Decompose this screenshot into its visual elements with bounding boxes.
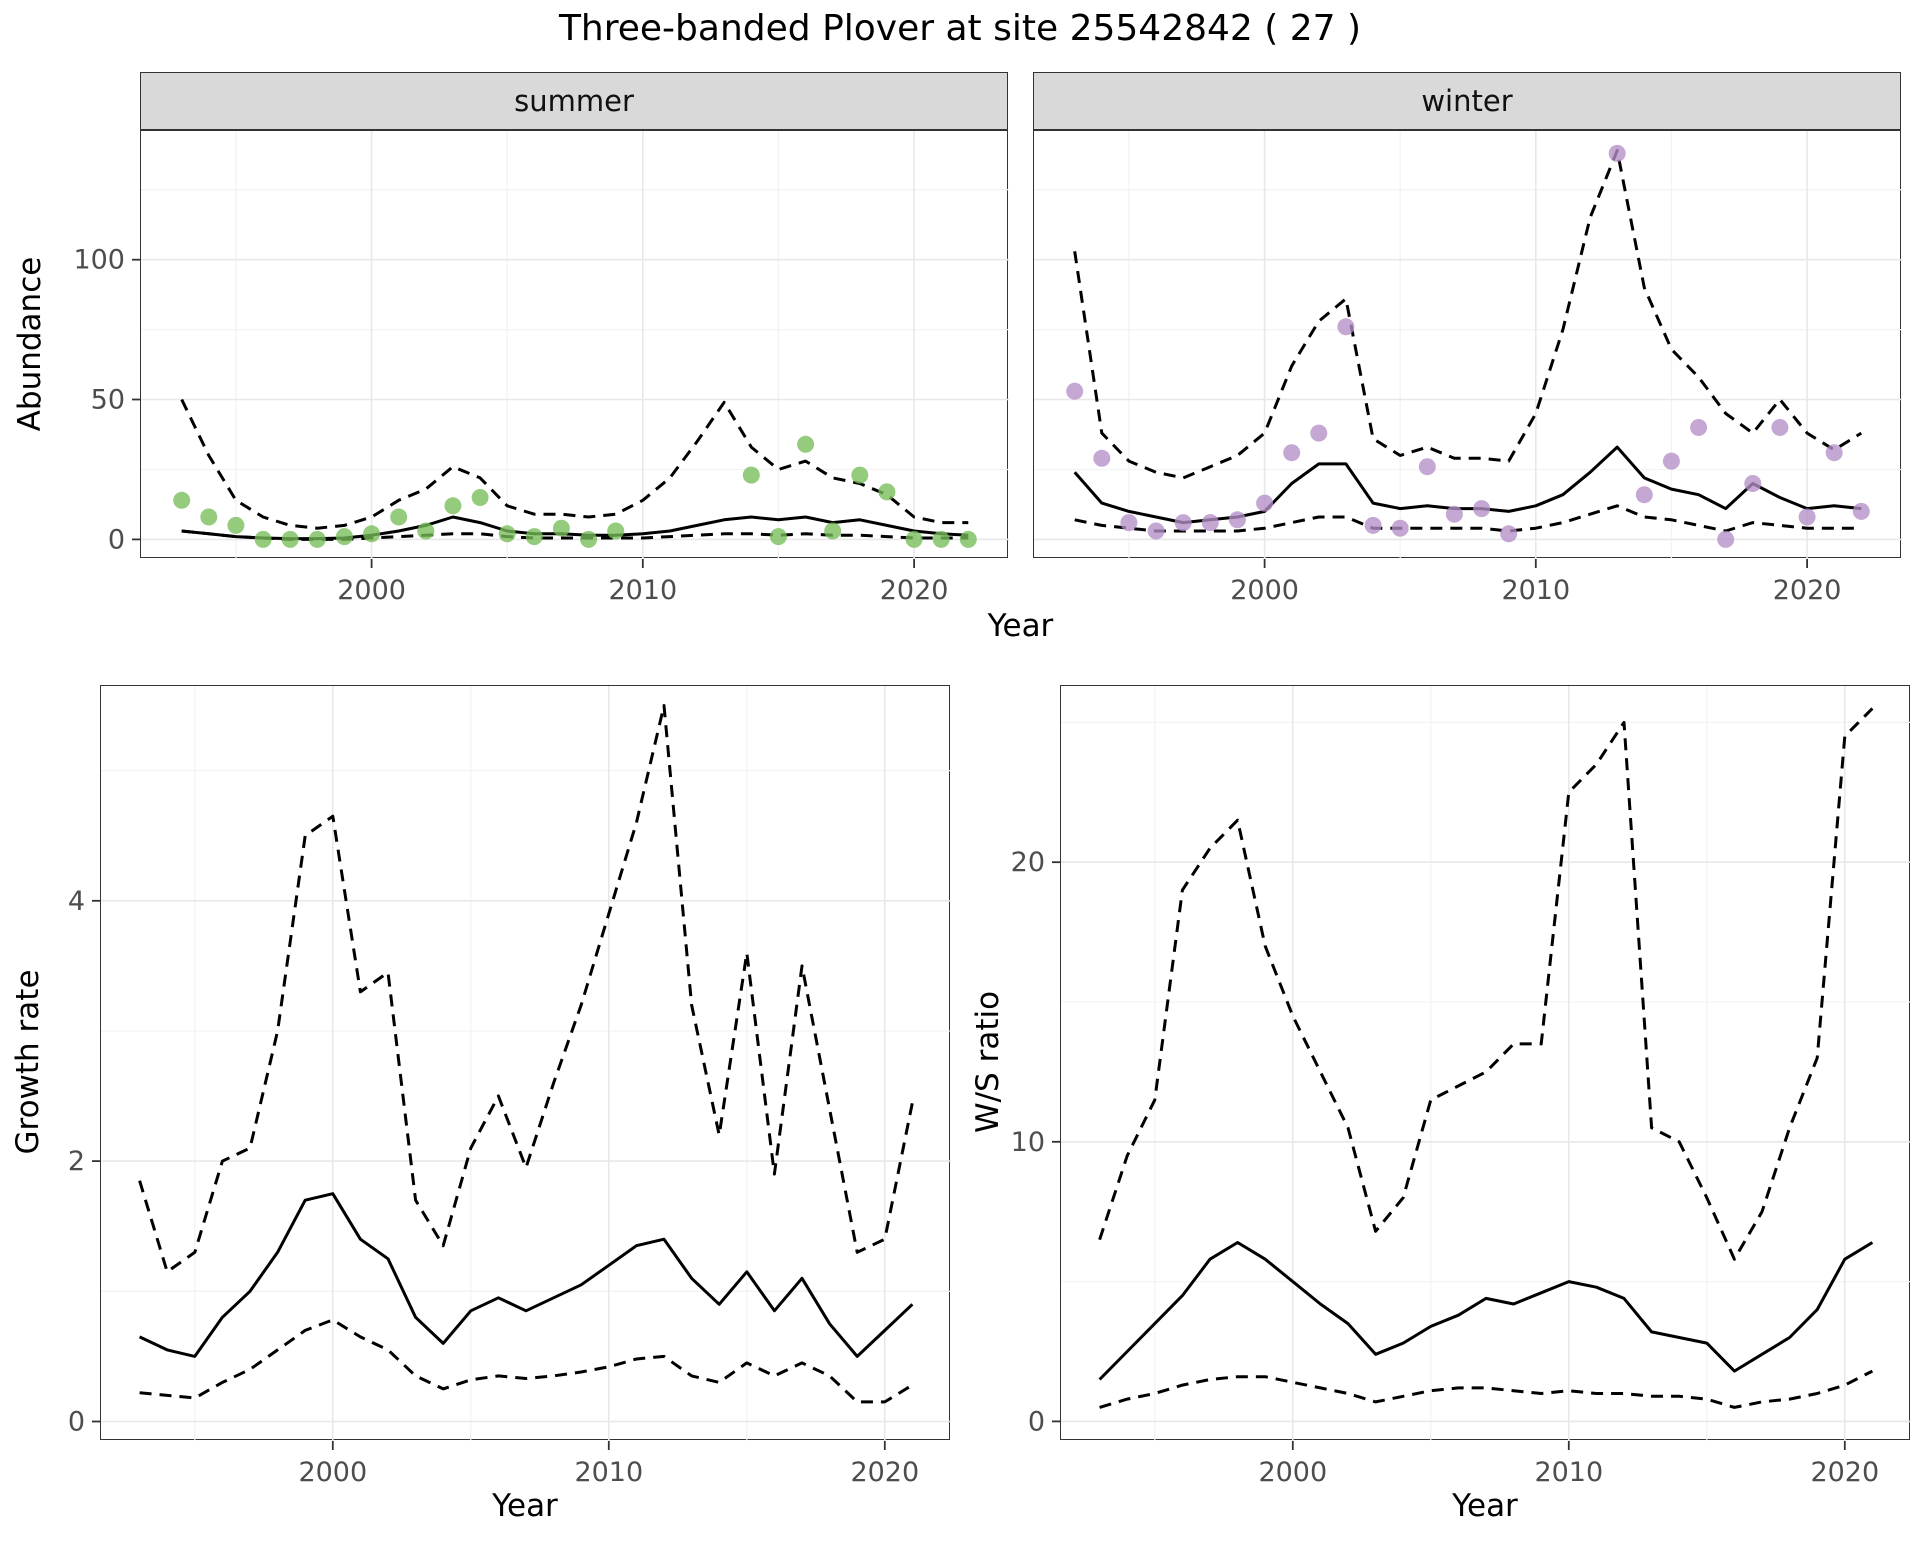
svg-text:2000: 2000: [1258, 1457, 1327, 1488]
svg-text:4: 4: [68, 886, 85, 917]
svg-text:2000: 2000: [1230, 575, 1299, 606]
svg-text:10: 10: [1011, 1127, 1045, 1158]
svg-text:2010: 2010: [1534, 1457, 1603, 1488]
facet-strip-winter: winter: [1033, 72, 1901, 130]
svg-text:2020: 2020: [850, 1457, 919, 1488]
abundance-summer-chart: 2000 2010 2020 0 50 100: [73, 131, 1009, 606]
facet-strip-summer-label: summer: [514, 84, 634, 118]
growth-rate-y-axis-title: Growth rate: [10, 969, 46, 1155]
facet-strip-summer: summer: [140, 72, 1008, 130]
panel-abundance-winter: 2000 2010 2020: [1033, 130, 1902, 606]
abundance-winter-chart: 2000 2010 2020: [1034, 131, 1902, 606]
svg-text:2010: 2010: [574, 1457, 643, 1488]
svg-text:2010: 2010: [608, 575, 677, 606]
svg-text:2: 2: [68, 1146, 85, 1177]
svg-text:0: 0: [108, 524, 125, 555]
svg-text:2000: 2000: [337, 575, 406, 606]
ws-ratio-y-axis-title: W/S ratio: [970, 990, 1006, 1134]
svg-text:50: 50: [91, 385, 125, 416]
svg-text:2020: 2020: [1810, 1457, 1879, 1488]
panel-ws-ratio: 2000 2010 2020 0 10 20: [1011, 685, 1911, 1488]
panel-abundance-summer: 2000 2010 2020 0 50 100: [73, 130, 1009, 606]
svg-text:2010: 2010: [1501, 575, 1570, 606]
svg-text:2020: 2020: [1773, 575, 1842, 606]
svg-text:2020: 2020: [880, 575, 949, 606]
svg-text:20: 20: [1011, 847, 1045, 878]
page-title: Three-banded Plover at site 25542842 ( 2…: [558, 8, 1362, 49]
svg-text:0: 0: [68, 1407, 85, 1438]
growth-rate-x-axis-title: Year: [492, 1488, 558, 1524]
abundance-x-axis-title: Year: [987, 608, 1054, 644]
svg-text:0: 0: [1028, 1406, 1045, 1437]
ws-ratio-chart: 2000 2010 2020 0 10 20: [1011, 686, 1911, 1488]
abundance-y-axis-title: Abundance: [12, 256, 48, 432]
svg-text:100: 100: [73, 245, 125, 276]
panel-growth-rate: 2000 2010 2020 0 2 4: [68, 685, 951, 1488]
ws-ratio-x-axis-title: Year: [1452, 1488, 1518, 1524]
facet-strip-winter-label: winter: [1421, 84, 1513, 118]
svg-text:2000: 2000: [298, 1457, 367, 1488]
growth-rate-chart: 2000 2010 2020 0 2 4: [68, 686, 951, 1488]
